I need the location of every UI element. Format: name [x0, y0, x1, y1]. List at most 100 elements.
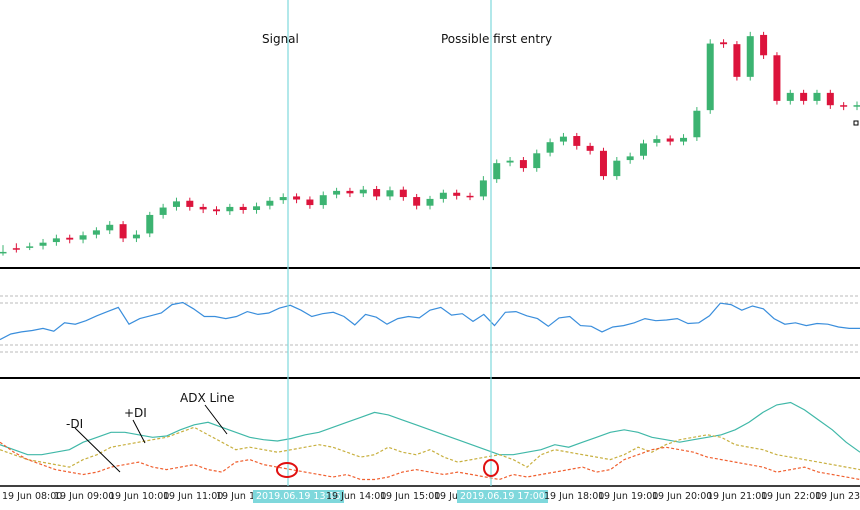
candle-body — [853, 105, 860, 107]
candle-body — [333, 190, 341, 195]
time-tick-label: 19 Jun 23:00 — [815, 491, 860, 502]
plus-di-pointer — [132, 419, 146, 444]
candle-body — [826, 92, 834, 106]
candle-body — [773, 55, 781, 101]
adx-pointer — [204, 404, 228, 435]
candle-body — [613, 160, 621, 177]
candle-body — [840, 105, 848, 107]
candle-body — [493, 163, 501, 180]
candle-body — [172, 201, 180, 207]
candle-body — [253, 206, 261, 210]
candle-body — [346, 190, 354, 194]
plus-di-line — [0, 426, 860, 471]
candle-body — [519, 160, 527, 169]
candle-body — [760, 34, 768, 56]
candle-body — [132, 234, 140, 239]
time-tick-label: 19 Jun 12 — [216, 491, 262, 502]
candle-body — [559, 136, 567, 142]
candle-body — [266, 200, 274, 206]
time-tick-label: 19 Jun 22:00 — [761, 491, 822, 502]
adx-line — [0, 401, 860, 456]
time-tick-label: 19 Jun 21:00 — [707, 491, 768, 502]
candle-body — [800, 92, 808, 101]
candle-body — [39, 242, 47, 246]
candle-body — [386, 190, 394, 197]
time-tick-label: 19 Jun 19:00 — [598, 491, 659, 502]
candle-body — [279, 197, 287, 201]
time-tick-label: 19 Jun 15:00 — [380, 491, 441, 502]
candle-body — [399, 189, 407, 198]
candle-body — [813, 92, 821, 101]
plus-di-annotation: +DI — [124, 406, 147, 420]
time-tick-label: 19 Jun 14:00 — [326, 491, 387, 502]
adx-pane — [0, 401, 860, 481]
candle-body — [306, 199, 314, 206]
candle-body — [106, 224, 114, 231]
candle-body — [319, 195, 327, 206]
candle-body — [159, 207, 167, 215]
time-tick-label: 19 Jun 10:00 — [109, 491, 170, 502]
candle-body — [586, 145, 594, 151]
oscillator-line — [0, 301, 860, 341]
candle-body — [146, 214, 154, 234]
candle-body — [466, 195, 474, 198]
candle-body — [79, 235, 87, 240]
candle-body — [0, 251, 7, 254]
candle-body — [733, 44, 741, 77]
candle-body — [626, 156, 634, 161]
entry-circle — [483, 459, 499, 477]
candle-body — [226, 206, 234, 212]
time-tick-label: 19 Jun 20:00 — [652, 491, 713, 502]
candle-body — [653, 139, 661, 143]
price-pane — [0, 31, 860, 256]
time-tick-label: 19 Jun 16 — [434, 491, 479, 502]
candle-body — [439, 192, 447, 199]
candle-body — [359, 189, 367, 194]
time-tick-label: 19 Jun 18:00 — [544, 491, 605, 502]
candle-body — [640, 143, 647, 156]
candle-body — [666, 138, 674, 142]
candle-body — [693, 110, 701, 138]
candle-body — [506, 160, 514, 163]
time-tick-label: 19 Jun 08:00 — [2, 491, 63, 502]
candle-body — [720, 42, 728, 45]
candle-body — [66, 237, 74, 240]
candle-body — [373, 189, 381, 197]
candle-body — [239, 206, 247, 210]
possible-entry-annotation: Possible first entry — [441, 32, 553, 46]
signal-circle — [276, 462, 298, 478]
candle-body — [186, 200, 194, 207]
candle-body — [546, 142, 554, 153]
candle-body — [533, 153, 541, 169]
candle-body — [706, 43, 714, 111]
candle-body — [26, 246, 34, 248]
candle-body — [573, 136, 581, 146]
candle-body — [680, 137, 688, 142]
candle-body — [453, 192, 461, 196]
candle-body — [119, 224, 127, 239]
signal-annotation: Signal — [262, 32, 299, 46]
adx-line-annotation: ADX Line — [180, 391, 235, 405]
minus-di-line — [0, 441, 860, 481]
candle-body — [293, 196, 301, 200]
candle-body — [92, 230, 100, 235]
time-tick-label: 19 Jun 11:00 — [163, 491, 224, 502]
candle-body — [746, 36, 754, 77]
entry-time-highlight: 2019.06.19 17:00 — [457, 490, 548, 503]
time-tick-label: 19 Jun 09:00 — [54, 491, 115, 502]
candle-body — [786, 92, 794, 101]
candle-body — [426, 198, 434, 206]
candle-body — [599, 150, 607, 177]
candle-body — [199, 206, 207, 210]
candle-body — [52, 238, 60, 243]
minus-di-pointer — [74, 427, 121, 473]
last-price-marker[interactable] — [853, 120, 859, 126]
signal-time-highlight: 2019.06.19 13:15 — [253, 490, 344, 503]
candle-body — [479, 180, 487, 197]
candle-body — [12, 248, 20, 250]
candle-body — [413, 197, 421, 206]
time-axis[interactable]: 19 Jun 08:00 19 Jun 09:00 19 Jun 10:00 1… — [0, 487, 860, 510]
candle-body — [213, 209, 220, 212]
minus-di-annotation: -DI — [66, 417, 84, 431]
